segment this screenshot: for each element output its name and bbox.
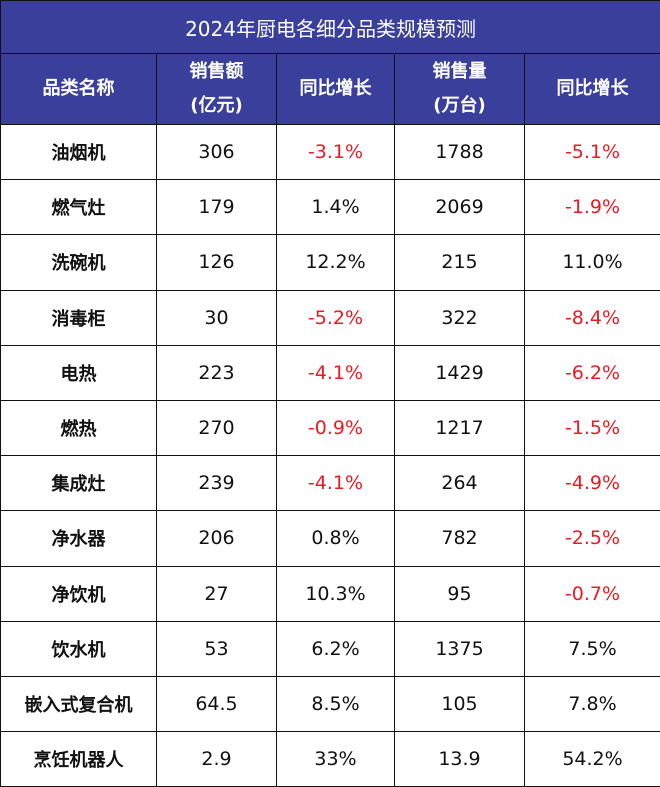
title-row: 2024年厨电各细分品类规模预测 — [1, 1, 660, 54]
sales-volume-cell: 322 — [395, 290, 525, 345]
volume-yoy-cell: -4.9% — [525, 456, 660, 511]
volume-yoy-cell: 7.8% — [525, 676, 660, 731]
sales-yoy-cell: 6.2% — [277, 621, 395, 676]
category-cell: 燃气灶 — [1, 180, 157, 235]
sales-value-cell: 53 — [157, 621, 277, 676]
header-text: 销售量 — [433, 61, 487, 82]
header-text: 品类名称 — [43, 78, 115, 99]
sales-yoy-cell: 33% — [277, 732, 395, 787]
table-title: 2024年厨电各细分品类规模预测 — [1, 1, 660, 54]
sales-yoy-cell: -4.1% — [277, 345, 395, 400]
category-cell: 消毒柜 — [1, 290, 157, 345]
header-text: (亿元) — [190, 95, 242, 116]
category-cell: 燃热 — [1, 400, 157, 455]
sales-yoy-cell: -5.2% — [277, 290, 395, 345]
volume-yoy-cell: -0.7% — [525, 566, 660, 621]
category-cell: 电热 — [1, 345, 157, 400]
category-cell: 油烟机 — [1, 125, 157, 180]
sales-yoy-cell: 0.8% — [277, 511, 395, 566]
header-sales-value: 销售额 (亿元) — [157, 54, 277, 125]
sales-value-cell: 126 — [157, 235, 277, 290]
volume-yoy-cell: -5.1% — [525, 125, 660, 180]
header-text: (万台) — [433, 95, 485, 116]
header-volume-yoy: 同比增长 — [525, 54, 660, 125]
header-category: 品类名称 — [1, 54, 157, 125]
sales-volume-cell: 2069 — [395, 180, 525, 235]
sales-yoy-cell: 10.3% — [277, 566, 395, 621]
sales-yoy-cell: -0.9% — [277, 400, 395, 455]
sales-yoy-cell: 12.2% — [277, 235, 395, 290]
sales-value-cell: 179 — [157, 180, 277, 235]
sales-yoy-cell: 8.5% — [277, 676, 395, 731]
sales-value-cell: 206 — [157, 511, 277, 566]
header-text: 销售额 — [190, 61, 244, 82]
volume-yoy-cell: -1.9% — [525, 180, 660, 235]
sales-volume-cell: 1429 — [395, 345, 525, 400]
category-cell: 洗碗机 — [1, 235, 157, 290]
volume-yoy-cell: 7.5% — [525, 621, 660, 676]
sales-value-cell: 27 — [157, 566, 277, 621]
sales-value-cell: 64.5 — [157, 676, 277, 731]
sales-volume-cell: 1217 — [395, 400, 525, 455]
volume-yoy-cell: -2.5% — [525, 511, 660, 566]
sales-yoy-cell: 1.4% — [277, 180, 395, 235]
sales-volume-cell: 264 — [395, 456, 525, 511]
volume-yoy-cell: 11.0% — [525, 235, 660, 290]
category-cell: 饮水机 — [1, 621, 157, 676]
sales-value-cell: 2.9 — [157, 732, 277, 787]
sales-volume-cell: 782 — [395, 511, 525, 566]
volume-yoy-cell: -1.5% — [525, 400, 660, 455]
sales-volume-cell: 1788 — [395, 125, 525, 180]
category-cell: 烹饪机器人 — [1, 732, 157, 787]
sales-value-cell: 223 — [157, 345, 277, 400]
volume-yoy-cell: 54.2% — [525, 732, 660, 787]
category-cell: 嵌入式复合机 — [1, 676, 157, 731]
sales-value-cell: 270 — [157, 400, 277, 455]
header-text: 同比增长 — [557, 78, 629, 99]
category-cell: 净饮机 — [1, 566, 157, 621]
header-sales-yoy: 同比增长 — [277, 54, 395, 125]
category-cell: 集成灶 — [1, 456, 157, 511]
header-sales-volume: 销售量 (万台) — [395, 54, 525, 125]
sales-value-cell: 239 — [157, 456, 277, 511]
sales-volume-cell: 95 — [395, 566, 525, 621]
sales-volume-cell: 215 — [395, 235, 525, 290]
sales-volume-cell: 13.9 — [395, 732, 525, 787]
sales-yoy-cell: -3.1% — [277, 125, 395, 180]
sales-volume-cell: 105 — [395, 676, 525, 731]
header-text: 同比增长 — [300, 78, 372, 99]
sales-value-cell: 30 — [157, 290, 277, 345]
sales-value-cell: 306 — [157, 125, 277, 180]
volume-yoy-cell: -8.4% — [525, 290, 660, 345]
sales-volume-cell: 1375 — [395, 621, 525, 676]
header-row: 品类名称 销售额 (亿元) 同比增长 销售量 (万台) 同比增长 — [1, 54, 660, 125]
volume-yoy-cell: -6.2% — [525, 345, 660, 400]
category-cell: 净水器 — [1, 511, 157, 566]
sales-yoy-cell: -4.1% — [277, 456, 395, 511]
